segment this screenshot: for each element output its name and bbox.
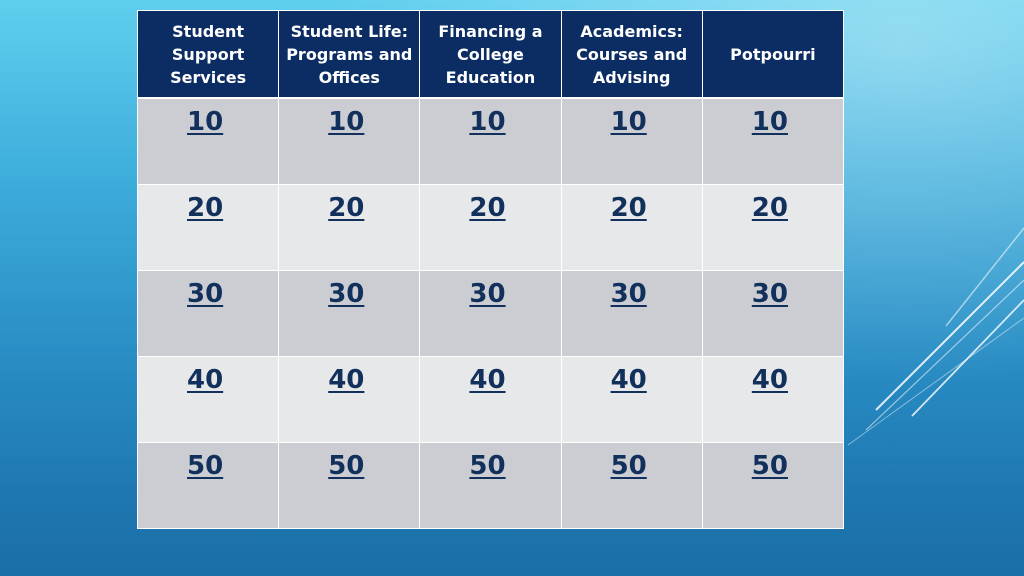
point-value-link[interactable]: 40 [751, 365, 788, 395]
board-cell: 10 [278, 97, 421, 185]
point-value-link[interactable]: 20 [469, 193, 506, 223]
board-cell: 50 [560, 442, 703, 529]
point-value-link[interactable]: 30 [328, 279, 365, 309]
point-value-link[interactable]: 40 [610, 365, 647, 395]
board-cell: 20 [419, 184, 562, 271]
board-row: 10 10 10 10 10 [136, 97, 845, 185]
category-header: Academics: Courses and Advising [561, 10, 703, 99]
board-cell: 50 [419, 442, 562, 529]
point-value-link[interactable]: 10 [469, 107, 506, 137]
board-cell: 20 [560, 184, 703, 271]
board-cell: 10 [701, 97, 845, 185]
point-value-link[interactable]: 30 [187, 279, 224, 309]
board-cell: 30 [136, 270, 280, 357]
point-value-link[interactable]: 50 [751, 451, 788, 481]
board-cell: 10 [560, 97, 703, 185]
board-cell: 50 [136, 442, 280, 529]
point-value-link[interactable]: 10 [610, 107, 647, 137]
jeopardy-board: Student Support Services Student Life: P… [136, 10, 845, 529]
board-cell: 30 [278, 270, 421, 357]
board-cell: 40 [136, 356, 280, 443]
board-row: 40 40 40 40 40 [136, 356, 845, 443]
board-cell: 10 [419, 97, 562, 185]
point-value-link[interactable]: 10 [751, 107, 788, 137]
point-value-link[interactable]: 30 [610, 279, 647, 309]
point-value-link[interactable]: 40 [469, 365, 506, 395]
point-value-link[interactable]: 30 [469, 279, 506, 309]
point-value-link[interactable]: 30 [751, 279, 788, 309]
board-cell: 20 [701, 184, 845, 271]
point-value-link[interactable]: 20 [610, 193, 647, 223]
board-cell: 40 [419, 356, 562, 443]
category-header: Potpourri [702, 10, 845, 99]
board-cell: 20 [278, 184, 421, 271]
board-cell: 40 [278, 356, 421, 443]
category-header: Financing a College Education [419, 10, 562, 99]
category-header: Student Support Services [137, 10, 280, 99]
point-value-link[interactable]: 40 [328, 365, 365, 395]
point-value-link[interactable]: 50 [187, 451, 224, 481]
board-cell: 50 [278, 442, 421, 529]
board-cell: 10 [136, 97, 280, 185]
board-row: 50 50 50 50 50 [136, 442, 845, 529]
point-value-link[interactable]: 40 [187, 365, 224, 395]
board-cell: 40 [560, 356, 703, 443]
board-row: 20 20 20 20 20 [136, 184, 845, 271]
point-value-link[interactable]: 10 [328, 107, 365, 137]
board-cell: 40 [701, 356, 845, 443]
board-cell: 50 [701, 442, 845, 529]
point-value-link[interactable]: 50 [610, 451, 647, 481]
point-value-link[interactable]: 20 [328, 193, 365, 223]
board-cell: 30 [560, 270, 703, 357]
category-header-row: Student Support Services Student Life: P… [137, 10, 845, 99]
point-value-link[interactable]: 10 [187, 107, 224, 137]
point-value-link[interactable]: 50 [469, 451, 506, 481]
point-value-link[interactable]: 20 [187, 193, 224, 223]
board-cell: 30 [701, 270, 845, 357]
board-cell: 30 [419, 270, 562, 357]
board-row: 30 30 30 30 30 [136, 270, 845, 357]
category-header: Student Life: Programs and Offices [278, 10, 421, 99]
board-cell: 20 [136, 184, 280, 271]
point-value-link[interactable]: 20 [751, 193, 788, 223]
point-value-link[interactable]: 50 [328, 451, 365, 481]
